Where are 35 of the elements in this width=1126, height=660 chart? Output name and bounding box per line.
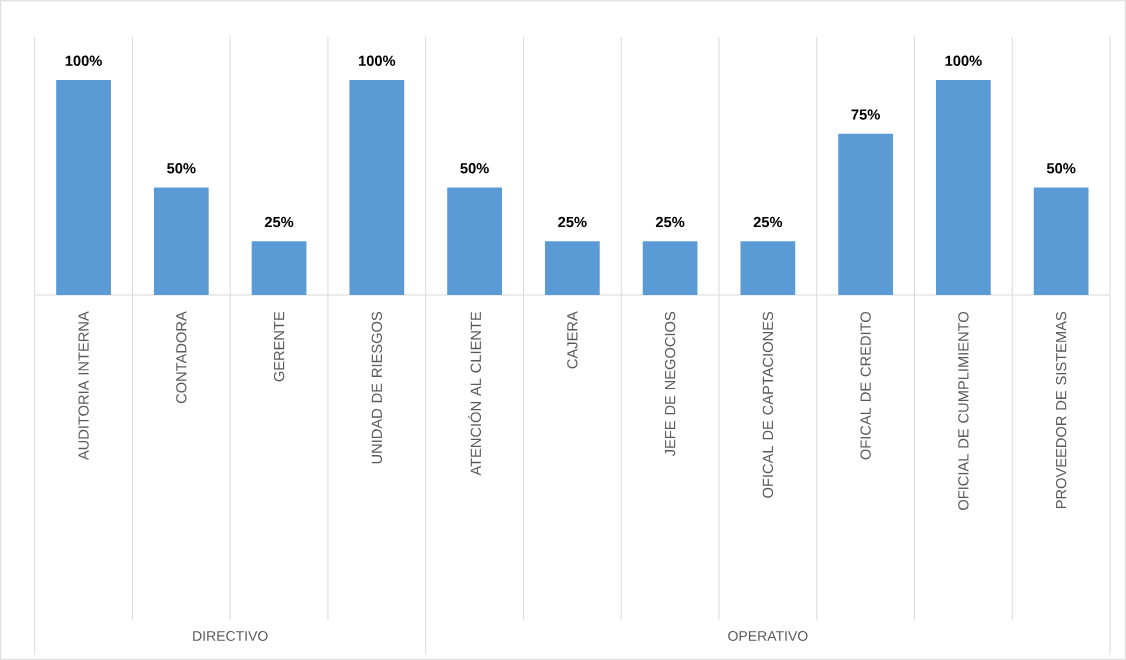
x-tick-label: GERENTE [273, 311, 285, 382]
bar [56, 79, 111, 295]
data-label: 100% [945, 55, 982, 66]
x-tick-label: OFICIAL DE CUMPLIMIENTO [958, 311, 969, 510]
bar [838, 133, 893, 295]
x-tick-label: AUDITORIA INTERNA [78, 311, 89, 461]
data-label: 100% [358, 55, 396, 66]
bar [447, 187, 502, 295]
data-label: 25% [264, 216, 294, 228]
bar [349, 79, 405, 295]
bar [740, 241, 796, 295]
data-label: 50% [167, 163, 196, 174]
data-label: 50% [460, 163, 489, 174]
data-label: 50% [1046, 163, 1076, 174]
x-tick-label: JEFE DE NEGOCIOS [664, 311, 676, 457]
data-label: 25% [655, 216, 685, 228]
data-label: 25% [558, 216, 587, 228]
x-tick-label: CONTADORA [176, 311, 187, 404]
bar [1033, 187, 1089, 295]
bar [153, 187, 209, 295]
text: DIRECTIVO [193, 631, 268, 641]
x-tick-label: OFICAL DE CREDITO [860, 311, 871, 460]
bar [936, 79, 991, 295]
text: OPERATIVO [728, 631, 808, 641]
bar [642, 241, 698, 295]
x-tick-label: CAJERA [567, 311, 578, 369]
x-tick-label: UNIDAD DE RIESGOS [371, 311, 383, 464]
data-label: 25% [753, 216, 783, 228]
data-label: 75% [851, 109, 880, 120]
bar [251, 241, 307, 295]
x-tick-label: ATENCIÓN AL CLIENTE [468, 311, 482, 476]
data-label: 100% [65, 55, 102, 66]
bar [544, 241, 600, 295]
x-tick-label: OFICAL DE CAPTACIONES [762, 311, 774, 498]
x-tick-label: PROVEEDOR DE SISTEMAS [1055, 311, 1067, 509]
